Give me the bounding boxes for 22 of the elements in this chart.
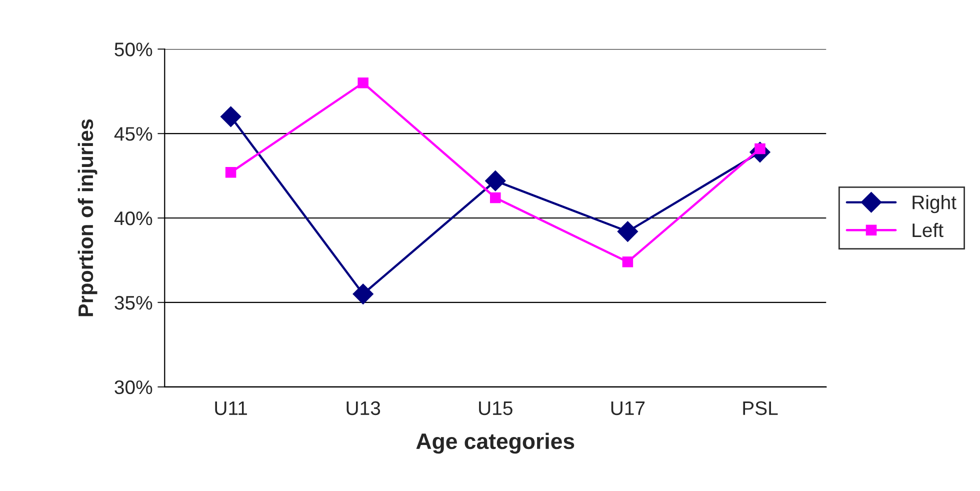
x-tick-label: U11 bbox=[215, 402, 247, 416]
point bbox=[617, 221, 638, 242]
y-tick-label: 35% bbox=[114, 296, 152, 310]
point bbox=[358, 78, 368, 88]
x-tick-label: U13 bbox=[346, 401, 380, 416]
y-axis-title: Prportion of injuries bbox=[78, 119, 98, 316]
point bbox=[352, 284, 374, 304]
legend-label: Left bbox=[912, 222, 944, 238]
point bbox=[622, 256, 634, 268]
point bbox=[485, 170, 506, 192]
legend-label: Right bbox=[912, 195, 956, 214]
x-tick-label: U15 bbox=[479, 402, 512, 416]
x-tick-label: PSL bbox=[743, 401, 778, 416]
point bbox=[220, 106, 242, 128]
point bbox=[490, 192, 501, 204]
y-tick-label: 30% bbox=[114, 380, 152, 394]
y-tick-label: 50% bbox=[114, 42, 152, 56]
y-tick-label: 45% bbox=[114, 127, 152, 141]
x-tick-label: U17 bbox=[611, 402, 645, 416]
y-tick-label: 40% bbox=[114, 211, 152, 226]
x-axis-title: Age categories bbox=[416, 432, 574, 454]
point bbox=[225, 167, 236, 178]
